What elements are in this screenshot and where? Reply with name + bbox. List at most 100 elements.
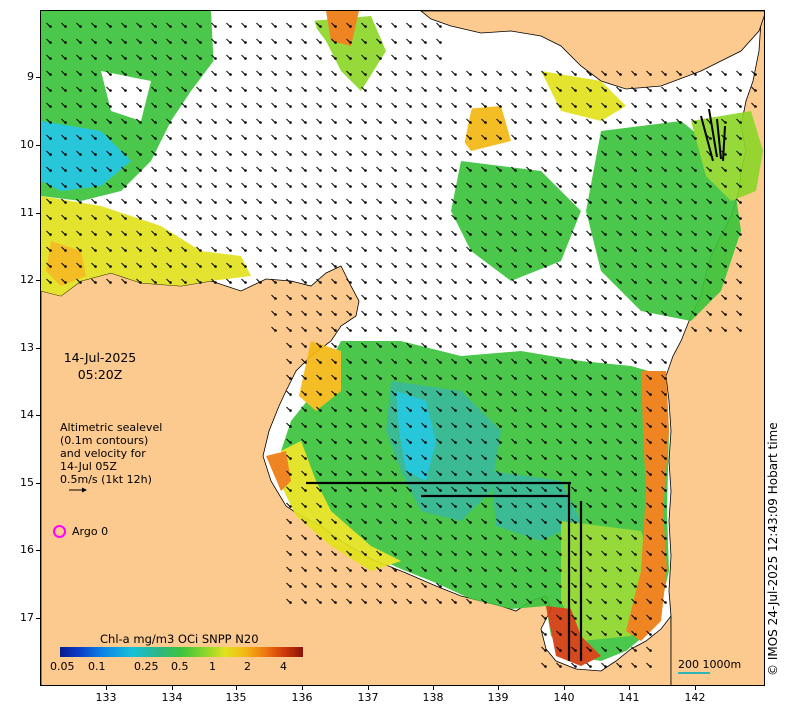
velocity-arrow-head xyxy=(694,265,697,268)
velocity-arrow xyxy=(631,646,635,651)
velocity-arrow-head xyxy=(244,105,247,108)
velocity-arrow xyxy=(61,230,65,235)
lon-label-139: 139 xyxy=(487,691,509,704)
velocity-arrow xyxy=(136,246,140,251)
velocity-arrow xyxy=(451,486,455,491)
velocity-arrow-head xyxy=(634,457,637,460)
velocity-arrow xyxy=(526,470,530,475)
velocity-arrow-head xyxy=(469,489,472,492)
velocity-arrow xyxy=(211,278,215,283)
velocity-arrow-head xyxy=(394,169,397,172)
velocity-arrow-head xyxy=(49,121,52,124)
velocity-arrow-head xyxy=(604,505,607,508)
velocity-arrow-head xyxy=(514,297,517,300)
velocity-arrow-head xyxy=(484,505,487,508)
velocity-arrow-head xyxy=(574,441,577,444)
velocity-arrow-head xyxy=(484,473,487,476)
velocity-arrow xyxy=(436,374,440,379)
velocity-arrow-head xyxy=(214,233,217,236)
velocity-arrow xyxy=(736,102,740,107)
velocity-arrow-head xyxy=(544,249,547,252)
velocity-arrow xyxy=(646,262,650,267)
velocity-arrow xyxy=(571,166,575,171)
velocity-arrow xyxy=(601,214,605,219)
velocity-arrow xyxy=(601,470,605,475)
velocity-arrow-head xyxy=(709,137,712,140)
colorbar-tick: 0.5 xyxy=(171,660,189,673)
velocity-arrow xyxy=(406,54,410,59)
velocity-arrow xyxy=(661,326,665,331)
velocity-arrow xyxy=(361,70,365,75)
velocity-arrow-head xyxy=(349,441,352,444)
velocity-arrow xyxy=(436,118,440,123)
velocity-arrow-head xyxy=(184,41,187,44)
velocity-arrow xyxy=(706,86,710,91)
velocity-arrow xyxy=(526,150,530,155)
velocity-arrow xyxy=(361,550,365,555)
velocity-arrow-head xyxy=(589,345,592,348)
velocity-arrow-head xyxy=(559,409,562,412)
velocity-arrow-head xyxy=(634,569,637,572)
map-frame[interactable] xyxy=(40,10,765,686)
velocity-arrow xyxy=(481,550,485,555)
velocity-arrow-head xyxy=(664,105,667,108)
velocity-arrow-head xyxy=(709,297,712,300)
velocity-arrow xyxy=(661,118,665,123)
velocity-arrow-head xyxy=(649,361,652,364)
velocity-arrow xyxy=(586,214,590,219)
velocity-arrow-head xyxy=(664,521,667,524)
velocity-arrow xyxy=(436,278,440,283)
velocity-arrow xyxy=(661,246,665,251)
velocity-arrow-head xyxy=(259,169,262,172)
velocity-arrow xyxy=(151,54,155,59)
velocity-arrow xyxy=(376,118,380,123)
velocity-arrow xyxy=(46,38,50,43)
velocity-arrow xyxy=(376,86,380,91)
velocity-arrow-head xyxy=(469,505,472,508)
velocity-arrow-head xyxy=(619,585,622,588)
velocity-arrow xyxy=(571,326,575,331)
velocity-arrow xyxy=(691,134,695,139)
velocity-arrow xyxy=(661,86,665,91)
velocity-arrow-head xyxy=(439,329,442,332)
velocity-arrow-head xyxy=(514,73,517,76)
velocity-arrow-head xyxy=(514,601,517,604)
velocity-arrow xyxy=(271,262,275,267)
velocity-arrow xyxy=(466,582,470,587)
velocity-arrow xyxy=(631,422,635,427)
velocity-arrow-head xyxy=(424,329,427,332)
velocity-arrow xyxy=(331,182,335,187)
velocity-arrow xyxy=(421,502,425,507)
velocity-arrow xyxy=(541,86,545,91)
velocity-arrow xyxy=(631,310,635,315)
velocity-arrow-head xyxy=(709,265,712,268)
velocity-arrow xyxy=(661,422,665,427)
velocity-arrow-head xyxy=(79,57,82,60)
velocity-arrow xyxy=(316,54,320,59)
velocity-arrow-head xyxy=(49,265,52,268)
velocity-arrow-head xyxy=(379,345,382,348)
velocity-arrow-head xyxy=(154,25,157,28)
velocity-arrow xyxy=(556,502,560,507)
velocity-arrow-head xyxy=(394,73,397,76)
velocity-arrow xyxy=(76,38,80,43)
velocity-arrow xyxy=(646,374,650,379)
velocity-arrow xyxy=(586,198,590,203)
velocity-arrow-head xyxy=(409,89,412,92)
velocity-arrow-head xyxy=(394,521,397,524)
velocity-arrow xyxy=(466,262,470,267)
velocity-arrow-head xyxy=(409,137,412,140)
velocity-arrow-head xyxy=(394,57,397,60)
velocity-arrow-head xyxy=(379,281,382,284)
map-canvas[interactable] xyxy=(41,11,765,686)
lat-tick xyxy=(36,280,40,281)
velocity-arrow xyxy=(436,390,440,395)
velocity-arrow xyxy=(91,54,95,59)
velocity-arrow xyxy=(691,278,695,283)
velocity-arrow xyxy=(526,582,530,587)
velocity-arrow-head xyxy=(469,473,472,476)
velocity-arrow-head xyxy=(604,73,607,76)
velocity-arrow-head xyxy=(469,281,472,284)
velocity-arrow-head xyxy=(424,217,427,220)
velocity-arrow xyxy=(571,470,575,475)
